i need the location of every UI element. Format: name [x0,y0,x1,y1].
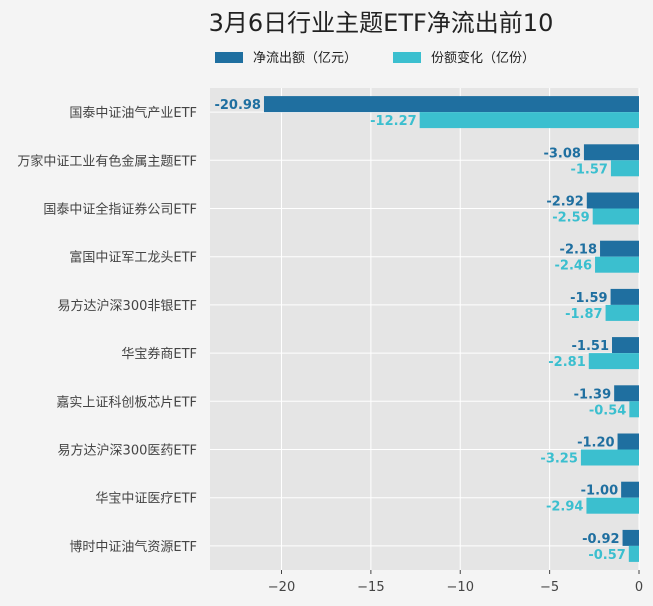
value-label-0-0: -20.98 [214,98,261,113]
value-label-1-8: -2.94 [546,500,583,515]
bar-0-8 [621,481,639,498]
bar-1-8 [586,497,639,514]
category-label-8: 华宝中证医疗ETF [95,492,197,507]
chart-title: 3月6日行业主题ETF净流出前10 [209,9,554,37]
x-tick-label-1: −15 [357,580,384,595]
value-label-1-0: -12.27 [370,114,417,129]
category-label-3: 富国中证军工龙头ETF [69,250,197,266]
legend-swatch-1 [393,52,421,63]
x-tick-label-4: 0 [635,580,643,595]
value-label-0-4: -1.59 [570,291,607,306]
bar-1-6 [629,401,639,418]
x-axis: −20 −15 −10 −5 0 [268,570,643,595]
bar-1-9 [628,545,639,562]
bar-0-6 [614,385,639,402]
category-label-5: 华宝券商ETF [121,346,197,362]
value-label-0-5: -1.51 [572,339,609,354]
category-label-2: 国泰中证全指证券公司ETF [43,202,197,218]
value-label-0-2: -2.92 [546,195,583,210]
value-label-0-9: -0.92 [582,532,619,547]
value-label-0-6: -1.39 [574,387,611,402]
category-label-0: 国泰中证油气产业ETF [69,105,197,121]
bar-0-0 [263,96,639,113]
value-label-0-8: -1.00 [581,484,618,499]
value-label-1-3: -2.46 [555,259,592,274]
x-tick-label-0: −20 [268,580,295,595]
bar-1-0 [419,112,639,129]
legend-swatch-0 [215,52,243,63]
value-label-1-2: -2.59 [552,211,589,226]
category-label-7: 易方达沪深300医药ETF [58,443,197,459]
legend-label-1: 份额变化（亿份） [431,50,535,66]
bars: -20.98-12.27-3.08-1.57-2.92-2.59-2.18-2.… [214,96,639,563]
value-label-1-4: -1.87 [565,307,602,322]
gridlines [210,88,640,570]
bar-1-1 [610,160,639,177]
category-label-6: 嘉实上证科创板芯片ETF [56,395,197,410]
x-tick-label-3: −5 [540,580,559,595]
value-label-0-1: -3.08 [543,146,580,161]
bar-0-7 [617,433,639,450]
category-label-4: 易方达沪深300非银ETF [58,298,197,314]
bar-1-2 [592,208,639,225]
legend-label-0: 净流出额（亿元） [253,51,357,66]
bar-1-4 [605,304,639,321]
legend: 净流出额（亿元） 份额变化（亿份） [215,50,535,66]
value-label-0-3: -2.18 [560,243,597,258]
bar-1-5 [588,353,639,370]
bar-0-2 [586,192,639,209]
value-label-1-5: -2.81 [548,355,585,370]
bar-0-1 [583,144,639,161]
category-label-9: 博时中证油气资源ETF [69,539,197,555]
x-tick-label-2: −10 [447,580,474,595]
bar-0-4 [610,288,639,305]
bar-0-3 [600,240,639,257]
category-label-1: 万家中证工业有色金属主题ETF [17,153,197,169]
value-label-1-7: -3.25 [540,452,577,467]
bar-1-3 [595,256,639,273]
bar-1-7 [580,449,639,466]
category-labels: 国泰中证油气产业ETF 万家中证工业有色金属主题ETF 国泰中证全指证券公司ETF 富… [17,105,197,555]
bar-0-9 [622,529,639,546]
bar-0-5 [612,337,639,354]
value-label-0-7: -1.20 [577,436,614,451]
value-label-1-6: -0.54 [589,403,626,418]
value-label-1-1: -1.57 [570,162,607,177]
value-label-1-9: -0.57 [588,548,625,563]
